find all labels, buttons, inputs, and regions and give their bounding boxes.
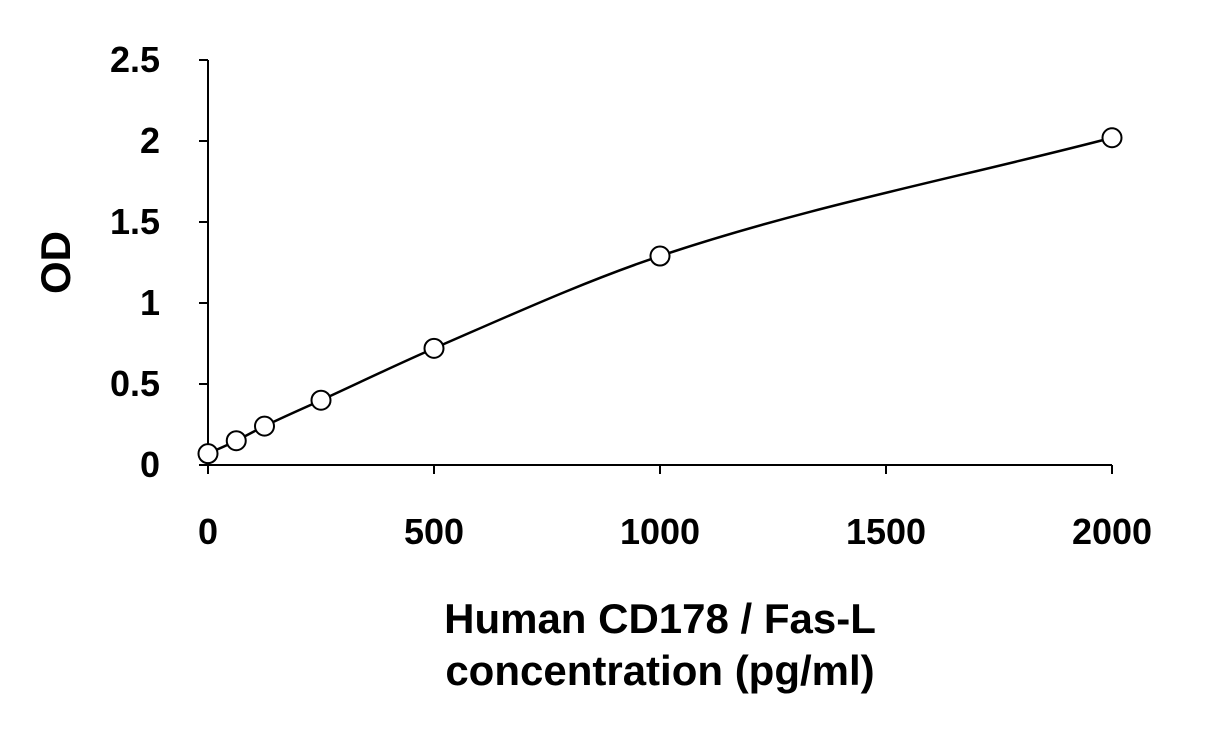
x-axis-title-line: concentration (pg/ml) xyxy=(445,647,874,694)
x-axis-title-line: Human CD178 / Fas-L xyxy=(444,595,876,642)
data-point xyxy=(310,389,332,411)
y-tick-label: 0.5 xyxy=(110,363,160,404)
y-tick-label: 1.5 xyxy=(110,201,160,242)
axis-labels: 0 0.5 1 1.5 2 2.5 0 500 1000 1500 2000 OD Human CD17… xyxy=(32,39,1152,694)
x-tick-label: 2000 xyxy=(1072,511,1152,552)
x-tick-label: 1500 xyxy=(846,511,926,552)
y-tick-label: 2 xyxy=(140,120,160,161)
y-tick-label: 2.5 xyxy=(110,39,160,80)
data-point xyxy=(423,337,445,359)
fit-curve xyxy=(207,136,1113,455)
y-tick-label: 1 xyxy=(140,282,160,323)
data-point xyxy=(1101,127,1123,149)
x-tick-label: 1000 xyxy=(620,511,700,552)
data-point xyxy=(197,443,219,465)
data-point xyxy=(254,415,275,437)
data-point xyxy=(649,245,671,267)
x-tick-label: 0 xyxy=(198,511,218,552)
y-tick-label: 0 xyxy=(140,444,160,485)
fit-curve-group xyxy=(207,136,1113,455)
y-axis-title: OD xyxy=(32,231,79,294)
data-points xyxy=(197,127,1123,465)
x-tick-label: 500 xyxy=(404,511,464,552)
data-point xyxy=(225,430,247,452)
x-axis-title: Human CD178 / Fas-L concentration (pg/ml) xyxy=(444,595,876,694)
axes xyxy=(199,59,1113,474)
